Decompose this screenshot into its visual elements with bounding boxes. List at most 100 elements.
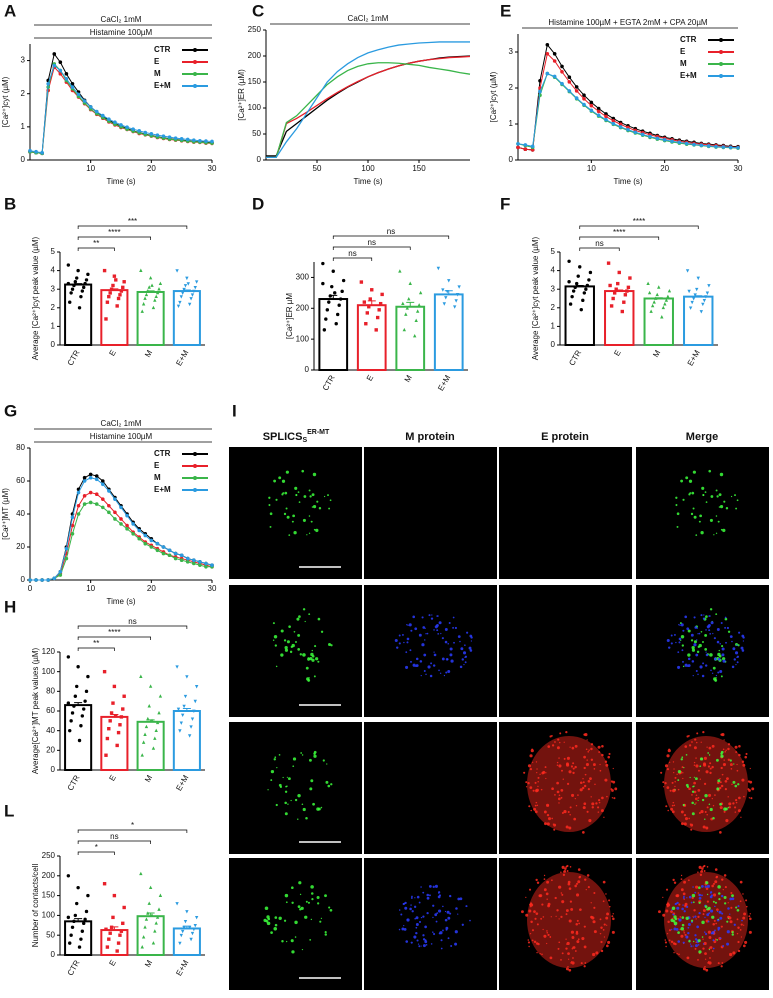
fluorescence-dot <box>461 923 464 926</box>
fluorescence-dot <box>743 912 747 916</box>
series-marker <box>662 138 667 142</box>
data-point <box>192 709 196 714</box>
fluorescence-dot <box>727 747 730 751</box>
fluorescence-dot <box>551 787 554 791</box>
fluorescence-dot <box>711 884 714 888</box>
fluorescence-dot <box>723 810 726 813</box>
data-point <box>685 269 690 273</box>
fluorescence-dot <box>691 645 695 650</box>
y-tick-label: 0 <box>305 365 310 374</box>
fluorescence-dot <box>689 943 692 945</box>
fluorescence-dot <box>608 752 611 755</box>
series-marker <box>94 492 99 497</box>
fluorescence-dot <box>447 642 449 645</box>
series-marker <box>721 145 726 149</box>
y-tick-label: 200 <box>248 51 262 60</box>
data-point <box>66 874 71 878</box>
data-point <box>407 296 411 301</box>
fluorescence-dot <box>567 882 571 886</box>
fluorescence-dot <box>421 643 425 647</box>
fluorescence-dot <box>311 658 315 662</box>
series-marker <box>94 477 99 482</box>
fluorescence-dot <box>696 732 699 735</box>
fluorescence-dot <box>704 916 706 919</box>
series-marker <box>611 118 616 123</box>
data-point <box>193 923 197 928</box>
series-marker <box>101 497 105 501</box>
fluorescence-dot <box>308 515 311 517</box>
fluorescence-dot <box>680 888 684 892</box>
fluorescence-dot <box>712 922 715 926</box>
fluorescence-dot <box>742 944 746 948</box>
fluorescence-dot <box>614 787 618 791</box>
fluorescence-dot <box>273 927 278 931</box>
fluorescence-dot <box>561 952 564 955</box>
fluorescence-dot <box>460 647 464 651</box>
fluorescence-dot <box>671 810 675 814</box>
fluorescence-dot <box>309 656 313 661</box>
fluorescence-dot <box>606 924 608 926</box>
fluorescence-dot <box>733 923 736 926</box>
fluorescence-dot <box>726 942 730 946</box>
data-point <box>139 871 143 876</box>
data-point <box>567 280 571 284</box>
series-marker <box>82 494 87 498</box>
series-marker <box>589 108 594 113</box>
fluorescence-dot <box>293 531 297 535</box>
data-point <box>405 306 409 310</box>
fluorescence-dot <box>432 916 434 919</box>
significance-label: ns <box>128 617 136 626</box>
x-tick-label: E+M <box>174 348 190 367</box>
data-point <box>364 322 368 326</box>
fluorescence-dot <box>294 920 298 925</box>
data-point <box>180 291 185 295</box>
fluorescence-dot <box>718 786 722 790</box>
panel-label: L <box>4 801 14 820</box>
fluorescence-dot <box>692 916 695 919</box>
fluorescence-dot <box>411 895 413 898</box>
fluorescence-dot <box>726 626 729 630</box>
fluorescence-dot <box>297 818 299 820</box>
fluorescence-dot <box>561 865 565 869</box>
data-point <box>573 285 577 290</box>
data-point <box>616 281 620 286</box>
fluorescence-dot <box>565 913 568 916</box>
data-point <box>190 931 195 936</box>
fluorescence-dot <box>317 807 321 811</box>
fluorescence-dot <box>568 919 572 923</box>
fluorescence-dot <box>730 906 733 909</box>
series-marker <box>626 127 630 132</box>
data-point <box>76 268 80 273</box>
fluorescence-dot <box>268 496 271 499</box>
fluorescence-dot <box>704 818 706 820</box>
fluorescence-dot <box>693 746 697 750</box>
fluorescence-dot <box>704 885 707 889</box>
fluorescence-dot <box>667 920 670 924</box>
fluorescence-dot <box>589 777 592 781</box>
fluorescence-dot <box>442 929 444 932</box>
panel-label: H <box>4 597 16 616</box>
fluorescence-dot <box>537 781 539 783</box>
data-point <box>72 919 76 924</box>
fluorescence-dot <box>695 802 697 804</box>
fluorescence-dot <box>709 762 712 765</box>
fluorescence-dot <box>409 907 412 911</box>
fluorescence-dot <box>534 804 537 807</box>
fluorescence-dot <box>717 657 721 661</box>
fluorescence-dot <box>308 758 312 762</box>
fluorescence-dot <box>718 493 722 497</box>
fluorescence-dot <box>705 615 708 618</box>
fluorescence-dot <box>549 956 553 960</box>
data-point <box>119 289 124 293</box>
fluorescence-dot <box>273 479 277 483</box>
x-tick-label: CTR <box>66 958 82 977</box>
fluorescence-dot <box>673 771 675 774</box>
fluorescence-dot <box>729 635 733 639</box>
y-tick-label: 0 <box>51 765 56 774</box>
data-point <box>321 281 325 286</box>
fluorescence-dot <box>583 755 586 759</box>
fluorescence-dot <box>562 778 564 780</box>
column-title: E protein <box>541 431 589 443</box>
fluorescence-dot <box>734 784 738 788</box>
fluorescence-dot <box>735 799 738 802</box>
